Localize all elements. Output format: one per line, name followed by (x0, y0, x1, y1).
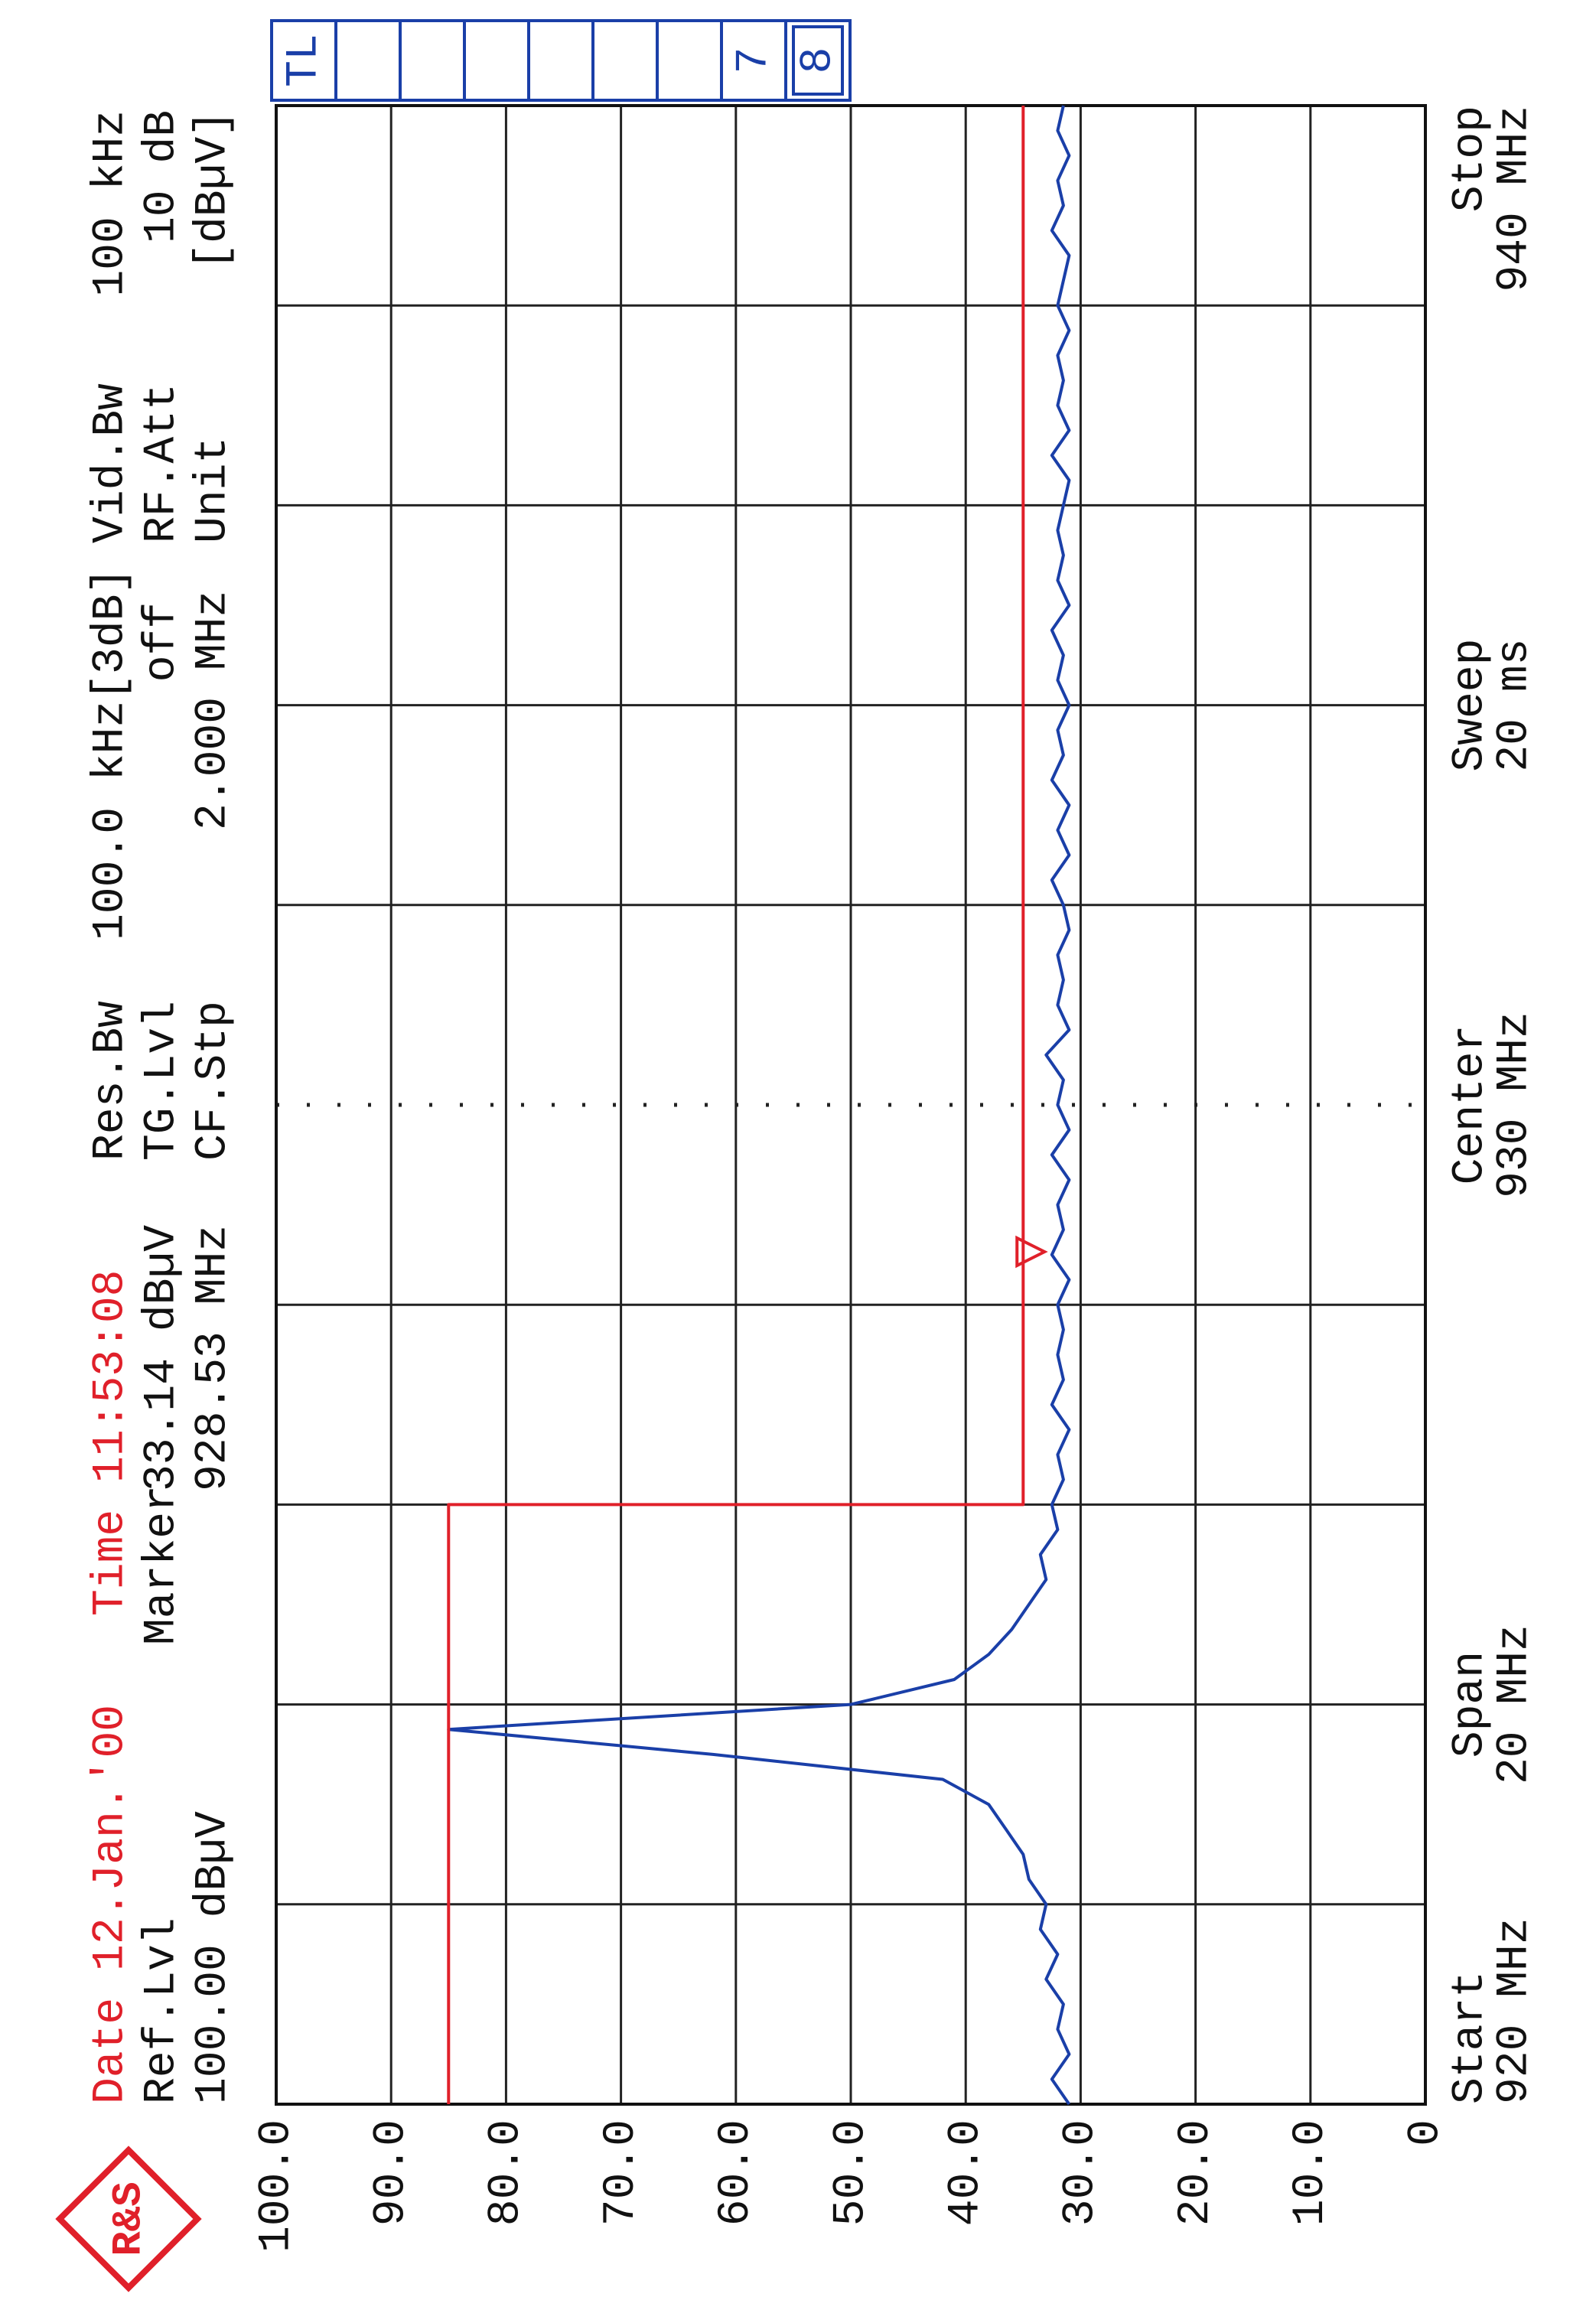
y-tick-label: 0 (1401, 2119, 1451, 2146)
header-rfatt-label: RF.Att (137, 383, 187, 543)
x-annotation: 20 ms (1490, 639, 1539, 772)
header-tglvl: off (137, 602, 187, 682)
header-cfstp-label: CF.Stp (188, 1001, 238, 1161)
y-tick-label: 20.0 (1171, 2119, 1221, 2226)
y-tick-label: 100.0 (252, 2119, 301, 2253)
x-annotation: 920 MHz (1490, 1917, 1539, 2104)
x-annotation: Span (1445, 1651, 1495, 1758)
x-annotation: 20 MHz (1490, 1624, 1539, 1784)
x-annotation: 940 MHz (1490, 106, 1539, 292)
rotated-plot: Date 12.Jan.'00 Time 11:53:08 Ref.Lvl 10… (86, 104, 1539, 2253)
limit-line (447, 106, 1025, 2104)
trace (447, 105, 1071, 2106)
header-resbw-label: Res.Bw (86, 1001, 135, 1161)
logo: R&S (55, 2145, 202, 2292)
header-vidbw: 100 kHz (86, 110, 135, 297)
y-tick-label: 10.0 (1286, 2119, 1336, 2226)
y-tick-label: 40.0 (942, 2119, 992, 2226)
logo-diamond (55, 2145, 202, 2292)
x-annotation: Stop (1445, 106, 1495, 212)
y-tick-label: 60.0 (712, 2119, 761, 2226)
y-tick-label: 70.0 (597, 2119, 647, 2226)
logo-text: R&S (106, 2181, 152, 2256)
status-box (792, 25, 844, 96)
marker (1015, 1235, 1048, 1269)
header-marker-level: 33.14 dBµV (137, 1225, 187, 1491)
x-annotation: Center (1445, 1025, 1495, 1185)
plot-frame (275, 104, 1427, 2106)
header-unit: [dBµV] (188, 110, 238, 270)
y-tick-label: 50.0 (826, 2119, 876, 2226)
y-tick-label: 90.0 (367, 2119, 417, 2226)
header-cfstp: 2.000 MHz (188, 591, 238, 830)
header-unit-label: Unit (188, 437, 238, 543)
header-ref: 100.00 dBµV (188, 1811, 238, 2104)
header-vidbw-label: Vid.Bw (86, 383, 135, 543)
status-label: 8 (793, 47, 843, 74)
header-ref-label: Ref.Lvl (137, 1917, 187, 2104)
header-resbw: 100.0 kHz[3dB] (86, 568, 135, 940)
x-annotation: Sweep (1445, 639, 1495, 772)
x-annotation: Start (1445, 1971, 1495, 2104)
status-label: 7 (729, 47, 779, 74)
header-tglvl-label: TG.Lvl (137, 1001, 187, 1161)
x-annotation: 930 MHz (1490, 1012, 1539, 1198)
header-marker-label: Marker (137, 1485, 187, 1645)
header-marker-freq: 928.53 MHz (188, 1225, 238, 1491)
y-tick-label: 80.0 (482, 2119, 532, 2226)
status-label: TL (279, 34, 329, 87)
status-frame (270, 19, 852, 102)
header-time: Time 11:53:08 (86, 1270, 135, 1616)
y-tick-label: 30.0 (1057, 2119, 1106, 2226)
status-panel: TL 7 8 (270, 19, 852, 102)
header-rfatt: 10 dB (137, 110, 187, 243)
header-date: Date 12.Jan.'00 (86, 1705, 135, 2104)
